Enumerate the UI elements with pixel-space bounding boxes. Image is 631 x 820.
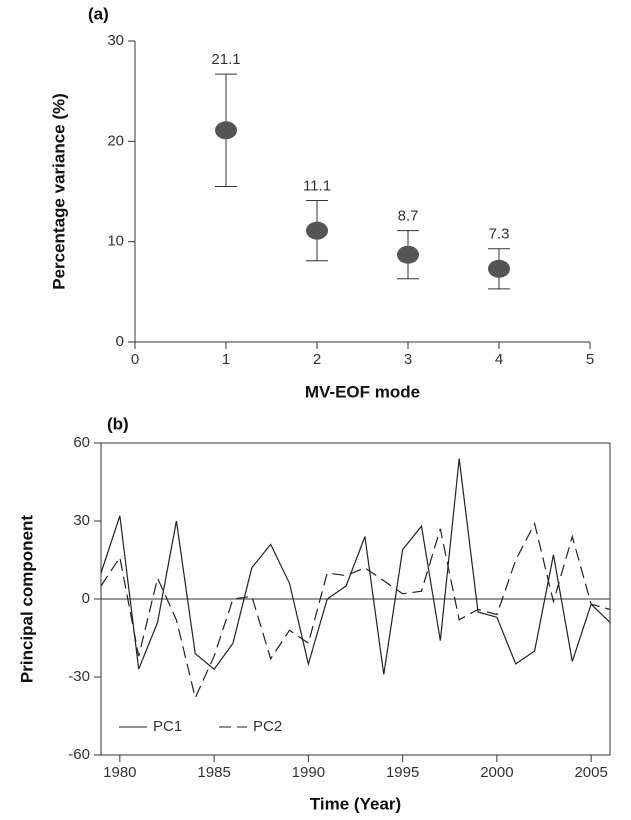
y-tick-label: 0 (116, 333, 124, 350)
legend-label: PC1 (153, 718, 182, 735)
panel-label: (b) (107, 414, 129, 433)
value-label: 8.7 (398, 208, 419, 225)
series-line (100, 458, 611, 675)
y-tick-label: -60 (68, 746, 90, 763)
point (215, 121, 237, 140)
value-label: 21.1 (211, 51, 240, 68)
x-tick-label: 3 (404, 351, 412, 368)
legend-label: PC2 (253, 718, 282, 735)
y-tick-label: 60 (73, 434, 90, 451)
x-axis-title: Time (Year) (310, 794, 401, 813)
y-tick-label: 20 (107, 132, 124, 149)
x-tick-label: 2 (313, 351, 321, 368)
value-label: 7.3 (489, 226, 510, 243)
x-axis-title: MV-EOF mode (305, 382, 420, 401)
x-tick-label: 0 (131, 351, 139, 368)
x-tick-label: 1980 (103, 764, 136, 781)
point (397, 245, 419, 264)
panel-label: (a) (88, 4, 109, 23)
point (488, 259, 510, 278)
y-tick-label: 30 (73, 512, 90, 529)
x-tick-label: 4 (495, 351, 503, 368)
x-tick-label: 1 (222, 351, 230, 368)
x-tick-label: 2000 (480, 764, 513, 781)
series-line (100, 521, 611, 700)
y-tick-label: 10 (107, 233, 124, 250)
y-tick-label: 0 (82, 590, 90, 607)
y-axis-title: Principal component (17, 515, 36, 683)
y-tick-label: 30 (107, 32, 124, 49)
point (306, 221, 328, 240)
value-label: 11.1 (303, 177, 331, 194)
y-tick-label: -30 (68, 668, 90, 685)
y-axis-title: Percentage variance (%) (49, 93, 68, 290)
x-tick-label: 1990 (292, 764, 325, 781)
x-tick-label: 1995 (386, 764, 419, 781)
x-tick-label: 2005 (574, 764, 607, 781)
x-tick-label: 1985 (197, 764, 230, 781)
x-tick-label: 5 (586, 351, 594, 368)
